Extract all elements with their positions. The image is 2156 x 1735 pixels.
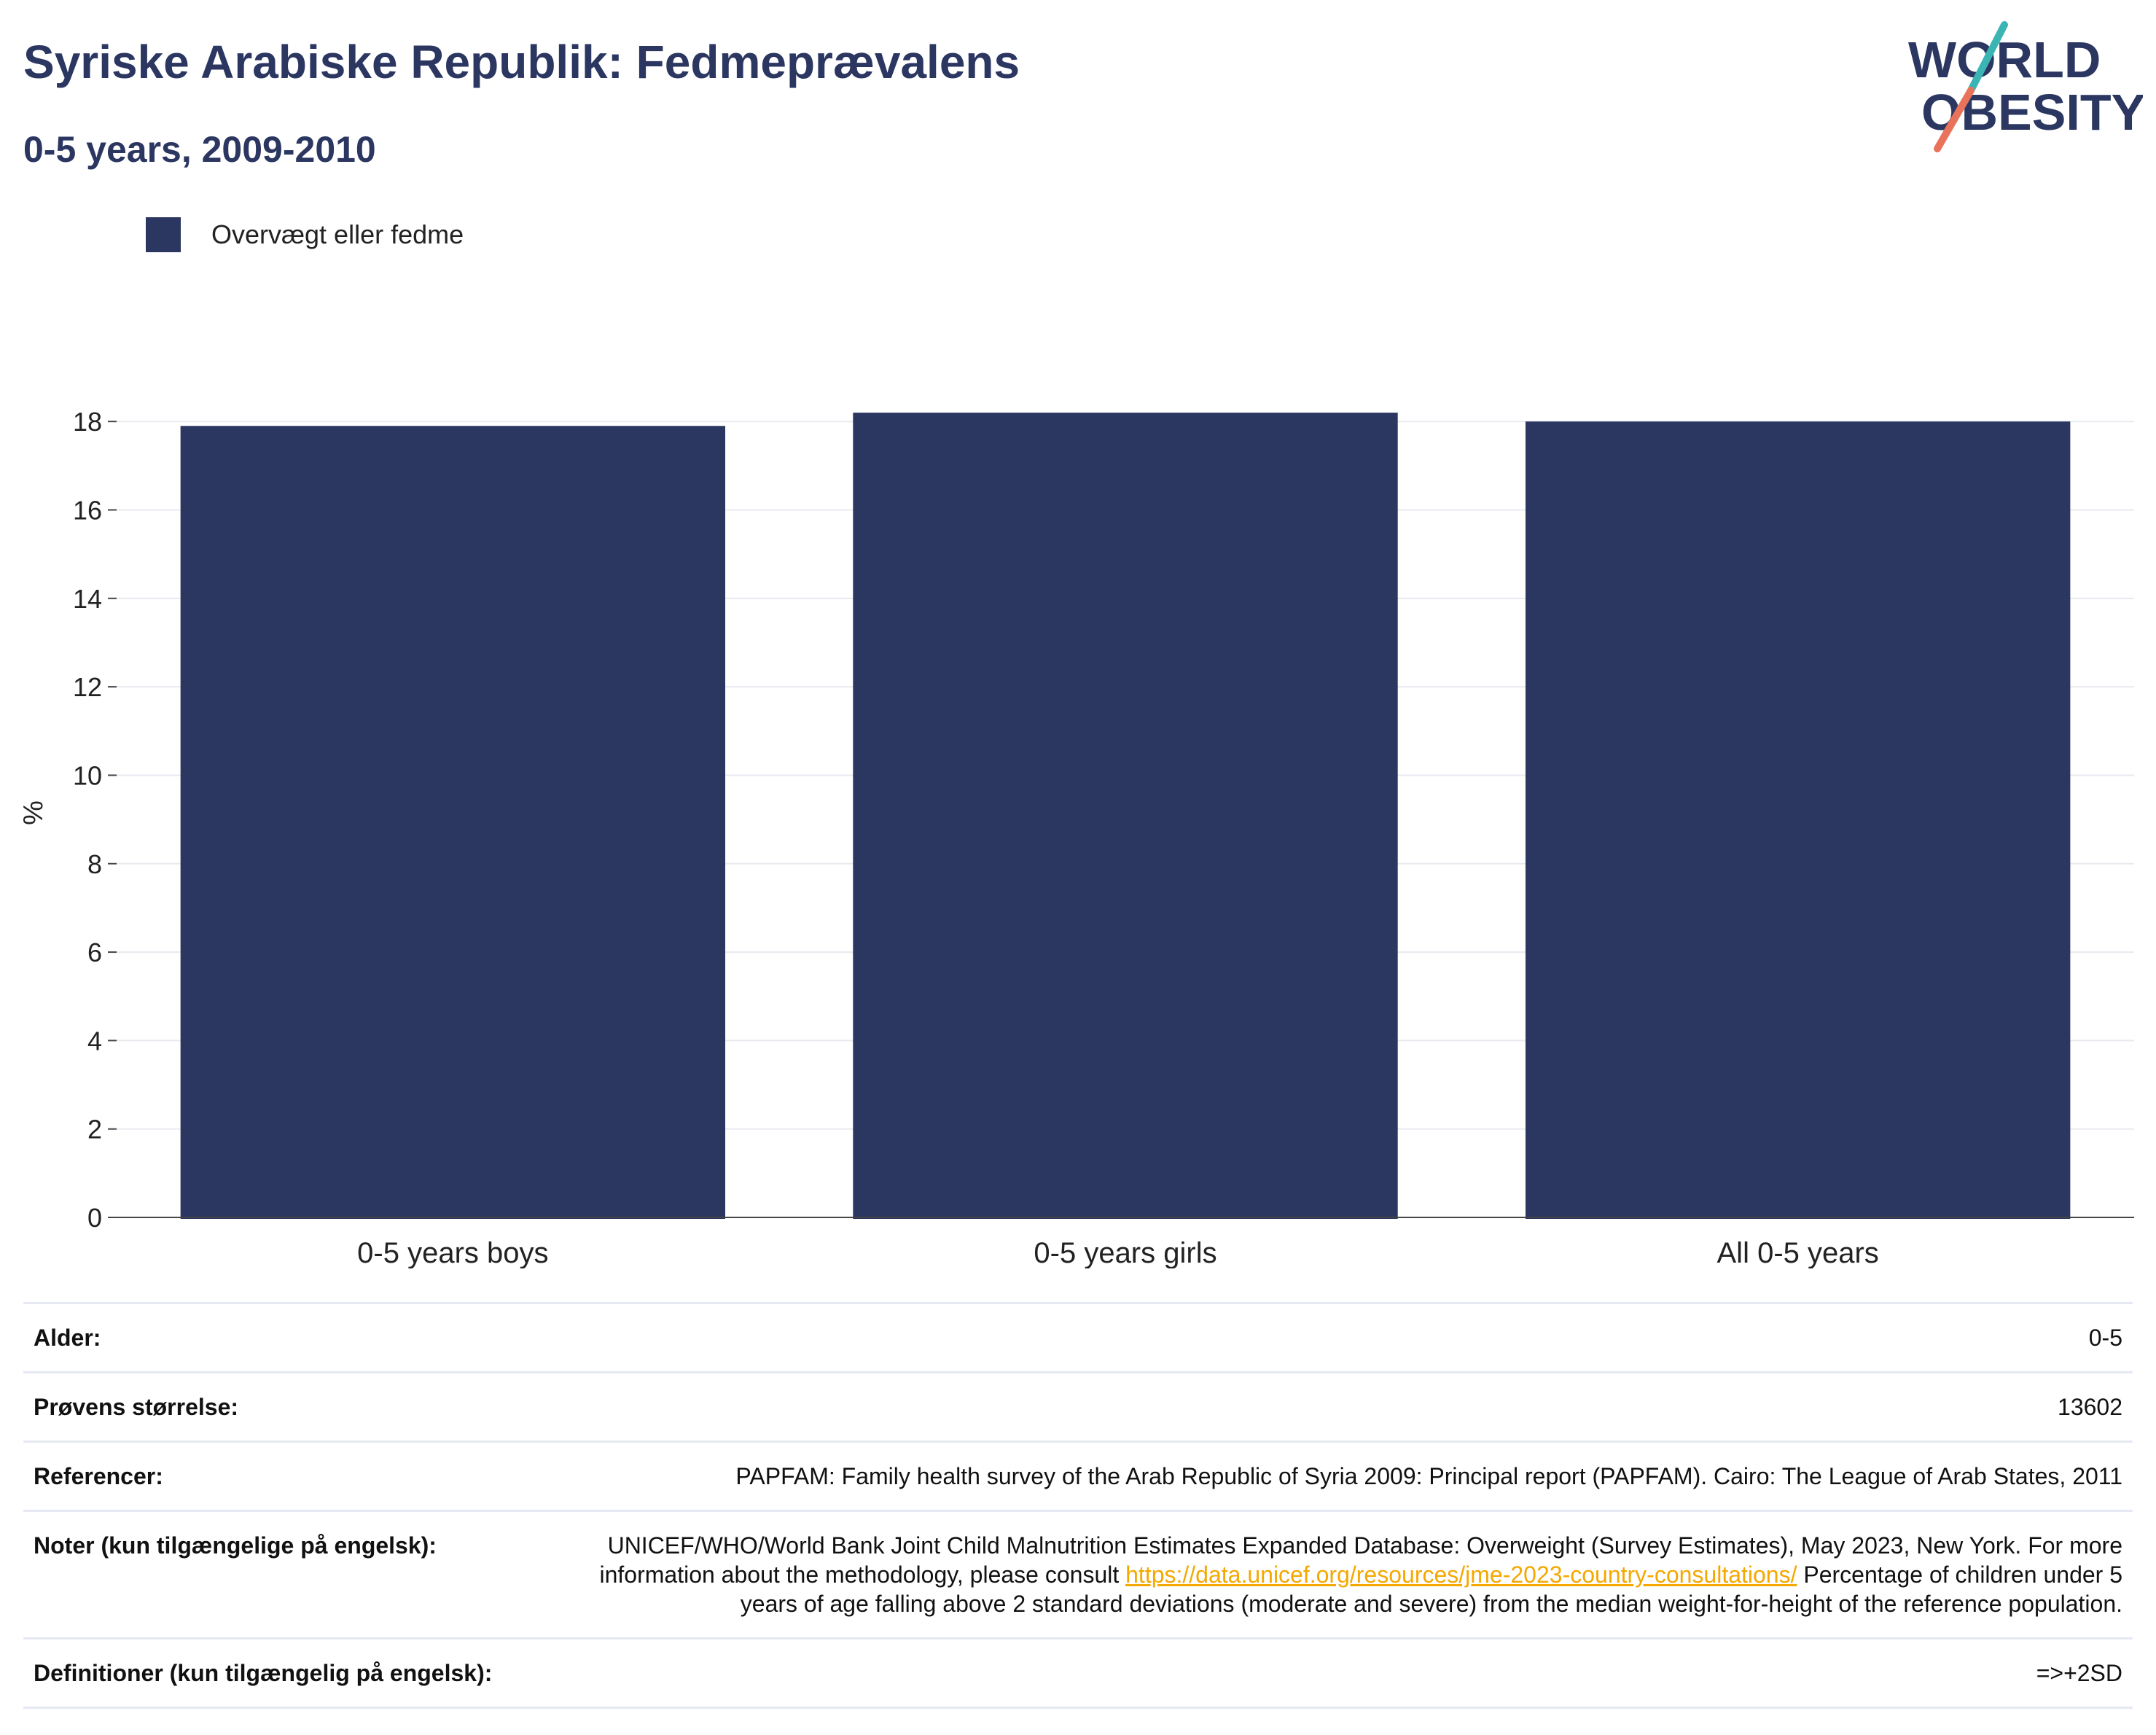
x-tick-label: All 0-5 years [1717,1237,1879,1268]
y-tick-label: 16 [73,496,102,526]
x-tick-label: 0-5 years boys [357,1237,548,1268]
y-tick-label: 12 [73,672,102,702]
sample-label: Prøvens størrelse: [34,1394,239,1420]
notes-value: UNICEF/WHO/World Bank Joint Child Malnut… [599,1531,2122,1618]
y-tick-label: 2 [87,1115,102,1145]
references-value: PAPFAM: Family health survey of the Arab… [735,1463,2122,1489]
chart-title: Syriske Arabiske Republik: Fedmeprævalen… [23,36,1020,88]
y-tick-label: 18 [73,407,102,437]
sample-value: 13602 [2058,1394,2122,1420]
logo-slash-coral [1934,87,1975,152]
notes-label: Noter (kun tilgængelige på engelsk): [34,1532,437,1559]
info-row-age: Alder: 0-5 [23,1302,2133,1371]
notes-text-after: Percentage of children under 5 years of … [740,1562,2122,1617]
chart-subtitle: 0-5 years, 2009-2010 [23,129,376,170]
info-row-definitions: Definitioner (kun tilgængelig på engelsk… [23,1637,2133,1709]
y-tick-label: 8 [87,849,102,879]
bar[interactable] [1525,421,2071,1219]
definitions-value: =>+2SD [2036,1660,2122,1686]
y-tick-label: 0 [87,1203,102,1233]
x-tick-label: 0-5 years girls [1034,1237,1216,1268]
age-label: Alder: [34,1325,101,1351]
legend-label: Overvægt eller fedme [211,219,464,249]
info-table: Alder: 0-5 Prøvens størrelse: 13602 Refe… [23,1302,2133,1709]
info-row-references: Referencer: PAPFAM: Family health survey… [23,1440,2133,1510]
x-tick-labels: 0-5 years boys 0-5 years girls All 0-5 yea… [357,1237,1879,1268]
references-label: Referencer: [34,1463,163,1489]
y-tick-labels: 0 2 4 6 8 10 12 14 16 18 [73,407,102,1233]
legend-swatch [146,217,181,252]
info-row-notes: Noter (kun tilgængelige på engelsk): UNI… [23,1510,2133,1637]
methodology-link[interactable]: https://data.unicef.org/resources/jme-20… [1125,1562,1797,1588]
notes-text-before: UNICEF/WHO/World Bank Joint Child Malnut… [599,1532,2122,1588]
y-tick-label: 10 [73,760,102,790]
y-tick-label: 14 [73,584,102,614]
bar[interactable] [853,413,1398,1219]
logo-word-world: WORLD [1908,31,2101,88]
bar[interactable] [180,426,726,1220]
y-tick-label: 6 [87,937,102,967]
info-row-sample: Prøvens størrelse: 13602 [23,1371,2133,1440]
chart-legend[interactable]: Overvægt eller fedme [146,217,464,252]
world-obesity-logo: WORLD OBESITY [1908,21,2143,152]
definitions-label: Definitioner (kun tilgængelig på engelsk… [34,1660,493,1686]
age-value: 0-5 [2088,1325,2122,1351]
bars [180,413,2071,1220]
logo-slash-teal [1967,21,2008,94]
y-axis-label: % [18,800,49,825]
y-tick-label: 4 [87,1026,102,1056]
